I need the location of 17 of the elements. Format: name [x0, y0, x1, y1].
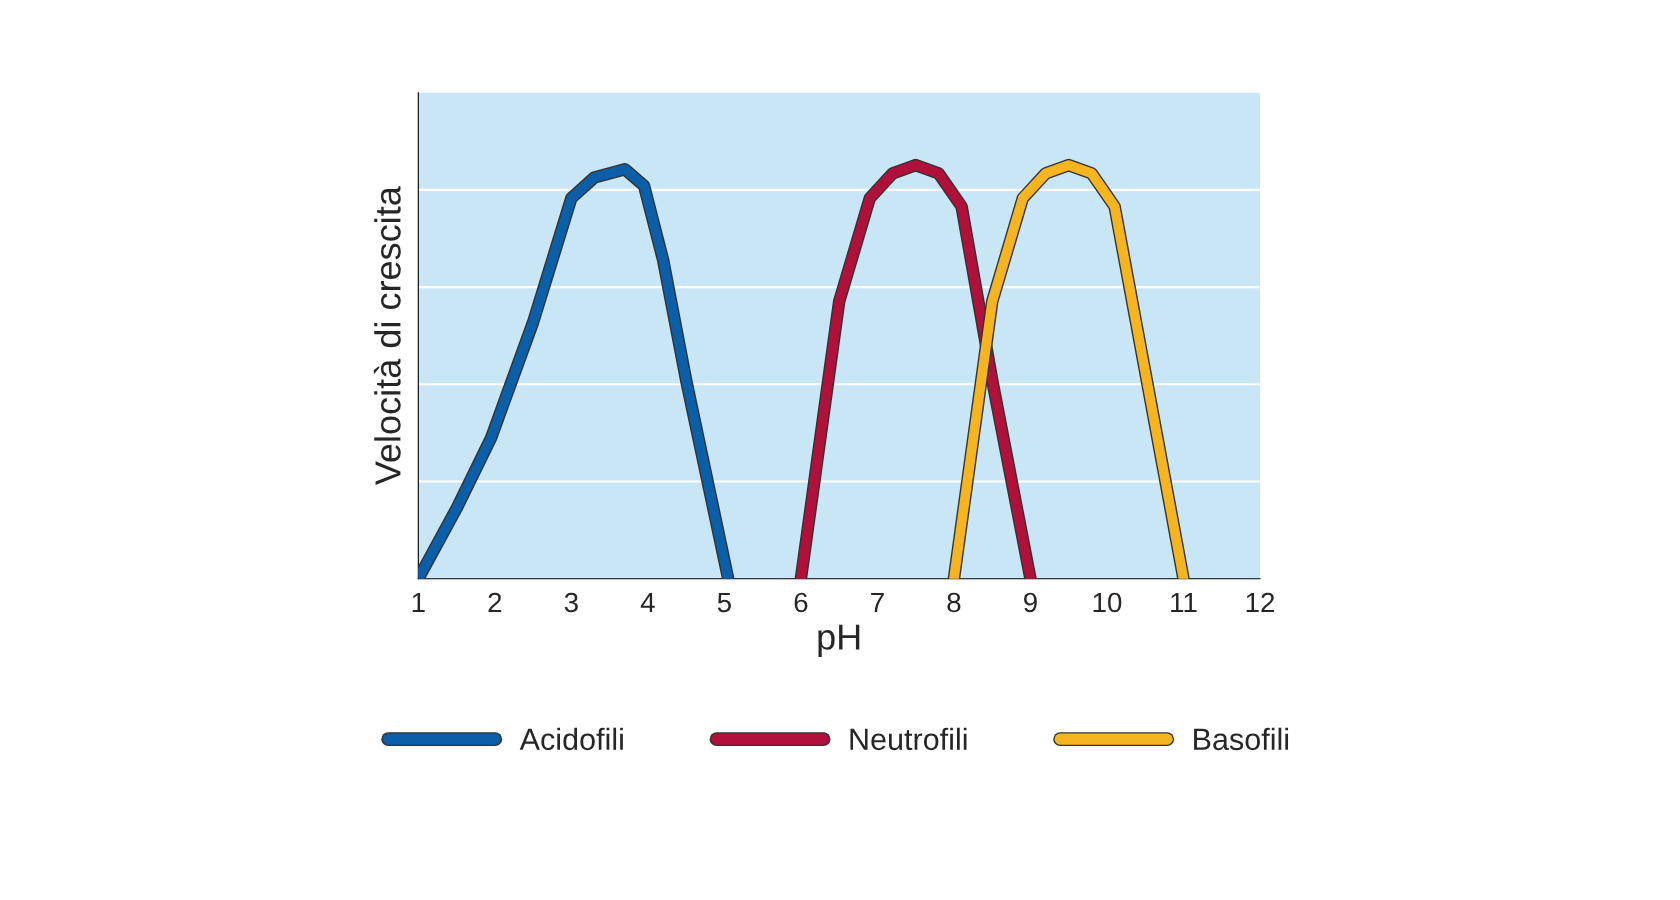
- legend-label: Basofili: [1194, 727, 1289, 751]
- x-tick-label: 4: [640, 592, 655, 613]
- x-tick-label: 11: [1171, 592, 1197, 613]
- y-axis-title: Velocità di crescita: [373, 186, 401, 486]
- x-tick-label: 5: [717, 592, 731, 613]
- x-tick-label: 1: [412, 592, 425, 613]
- legend-label: Neutrofili: [850, 727, 967, 751]
- x-tick-label: 9: [1024, 592, 1037, 613]
- x-tick-label: 6: [794, 592, 808, 613]
- legend-label: Acidofili: [519, 727, 623, 751]
- x-tick-label: 12: [1246, 592, 1275, 613]
- x-tick-label: 10: [1093, 592, 1122, 613]
- x-tick-label: 7: [871, 592, 884, 613]
- x-axis-title: pH: [818, 624, 860, 658]
- x-tick-label: 8: [947, 592, 961, 613]
- x-tick-label: 3: [564, 592, 578, 613]
- x-tick-label: 2: [488, 592, 502, 613]
